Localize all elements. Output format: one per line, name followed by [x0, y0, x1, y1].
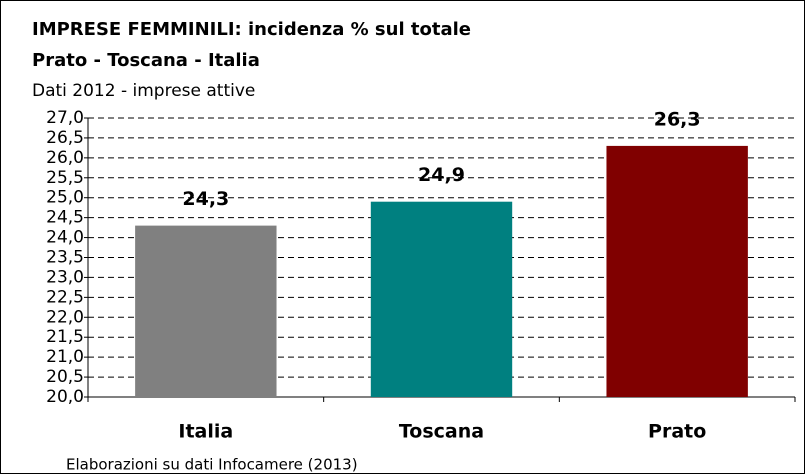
y-tick-label: 23,5 [46, 248, 84, 268]
x-tick-label: Prato [648, 421, 706, 443]
y-tick-label: 27,0 [46, 108, 84, 128]
data-label: 24,9 [418, 164, 465, 186]
chart-subtitle: Prato - Toscana - Italia [32, 50, 260, 71]
bar [606, 145, 748, 397]
y-tick-label: 25,0 [46, 188, 84, 208]
y-tick-label: 24,5 [46, 208, 84, 228]
y-tick-label: 25,5 [46, 168, 84, 188]
y-tick-label: 23,0 [46, 267, 84, 287]
data-label: 24,3 [182, 188, 229, 210]
bar [370, 201, 513, 397]
y-tick-label: 21,5 [46, 327, 84, 347]
y-tick-label: 22,5 [46, 287, 84, 307]
y-tick-label: 20,0 [46, 387, 84, 407]
data-label: 26,3 [654, 108, 701, 130]
chart-source: Elaborazioni su dati Infocamere (2013) [66, 456, 358, 474]
y-tick-label: 22,0 [46, 307, 84, 327]
chart-note: Dati 2012 - imprese attive [32, 81, 255, 101]
chart-title: IMPRESE FEMMINILI: incidenza % sul total… [32, 19, 471, 40]
y-tick-label: 24,0 [46, 228, 84, 248]
bar [135, 225, 277, 397]
x-tick-label: Toscana [399, 421, 484, 443]
y-tick-label: 26,5 [46, 128, 84, 148]
y-tick-label: 26,0 [46, 148, 84, 168]
y-tick-label: 21,0 [46, 347, 84, 367]
x-tick-label: Italia [178, 421, 233, 443]
y-tick-label: 20,5 [46, 367, 84, 387]
